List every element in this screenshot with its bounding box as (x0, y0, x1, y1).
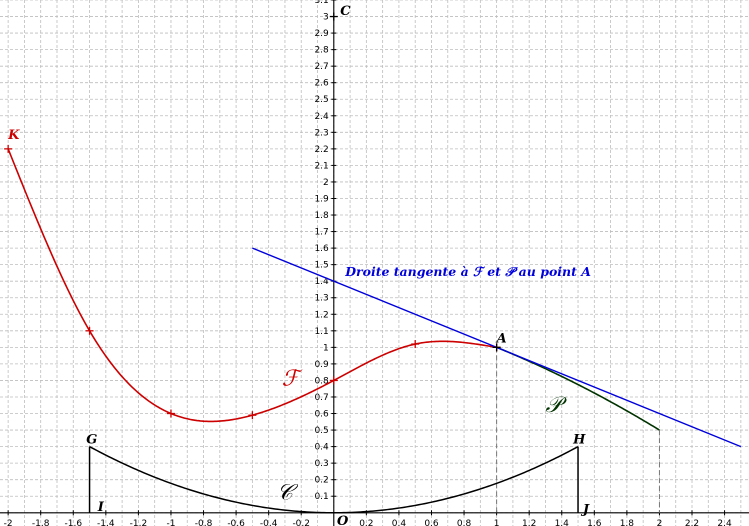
point-label-c: C (340, 4, 351, 19)
point-label-g: G (86, 432, 97, 447)
y-tick-label: 1.9 (314, 194, 329, 204)
y-tick-label: 0.1 (314, 492, 328, 502)
x-tick-label: -0.8 (195, 519, 213, 526)
point-label-j: J (580, 503, 590, 518)
curve-c (89, 445, 579, 514)
x-tick-label: 1.6 (587, 519, 602, 526)
x-tick-label: 2.2 (685, 519, 699, 526)
point-label-h: H (572, 432, 586, 447)
y-tick-label: 2.4 (314, 112, 329, 122)
point-marks (4, 12, 501, 420)
y-tick-label: 1 (323, 343, 329, 353)
y-tick-label: 2.2 (314, 145, 328, 155)
point-label-k: K (7, 128, 20, 143)
y-tick-label: 0.4 (314, 443, 329, 453)
y-tick-label: 2.5 (314, 95, 328, 105)
tangent-line-label: Droite tangente à ℱ et 𝒫 au point A (344, 264, 591, 279)
x-tick-label: 1.4 (555, 519, 570, 526)
y-tick-label: 1.3 (314, 294, 328, 304)
x-tick-label: -2 (4, 519, 13, 526)
x-tick-label: 0.6 (424, 519, 439, 526)
y-tick-label: 0.6 (314, 410, 329, 420)
y-tick-label: 2.8 (314, 46, 329, 56)
x-tick-label: 2.4 (717, 519, 732, 526)
y-tick-label: 1.8 (314, 211, 329, 221)
tick-labels: -2 -1.8 -1.6 -1.4 -1.2 -1 -0.8 -0.6 -0.4 -0.2 0.2 0… (4, 0, 732, 526)
y-tick-label: 2.6 (314, 79, 329, 89)
y-tick-label: 2.9 (314, 29, 329, 39)
x-tick-label: -0.2 (292, 519, 310, 526)
y-tick-label: 2.1 (314, 161, 328, 171)
curve-c-label: 𝒞 (277, 481, 299, 506)
x-tick-label: -1 (166, 519, 175, 526)
y-tick-label: 0.5 (314, 426, 328, 436)
point-label-i: I (97, 500, 105, 515)
y-tick-label: 0.9 (314, 360, 329, 370)
y-tick-label: 1.7 (314, 228, 328, 238)
curve-p-label: 𝒫 (545, 393, 567, 418)
y-tick-label: 1.6 (314, 244, 329, 254)
x-tick-label: 0.4 (392, 519, 407, 526)
x-tick-label: -0.6 (227, 519, 245, 526)
y-tick-label: 1.5 (314, 261, 328, 271)
y-tick-label: 1.4 (314, 277, 329, 287)
y-tick-label: 1.2 (314, 310, 328, 320)
x-tick-label: 2 (657, 519, 663, 526)
y-tick-label: 2.3 (314, 128, 328, 138)
labels: Droite tangente à ℱ et 𝒫 au point A ℱ 𝒫 … (7, 4, 591, 526)
x-tick-label: 0.8 (457, 519, 472, 526)
y-tick-label: 0.7 (314, 393, 328, 403)
x-tick-label: -0.4 (260, 519, 278, 526)
x-tick-label: 1 (494, 519, 500, 526)
x-tick-label: 1.8 (620, 519, 635, 526)
x-tick-label: -1.4 (97, 519, 115, 526)
y-tick-label: 2 (323, 178, 329, 188)
x-tick-label: -1.6 (64, 519, 82, 526)
y-tick-label: 1.1 (314, 327, 328, 337)
x-tick-label: 0.2 (359, 519, 373, 526)
guide-lines (496, 347, 660, 513)
y-tick-label: 0.8 (314, 376, 329, 386)
point-label-a: A (495, 331, 507, 346)
x-tick-label: 1.2 (522, 519, 536, 526)
x-tick-label: -1.2 (130, 519, 148, 526)
y-tick-label: 0.3 (314, 459, 328, 469)
x-tick-label: -1.8 (32, 519, 50, 526)
y-tick-label: 0.2 (314, 476, 328, 486)
y-tick-label: 3.1 (314, 0, 328, 6)
point-label-o: O (337, 514, 349, 526)
y-tick-label: 2.7 (314, 62, 328, 72)
y-tick-label: 3 (323, 13, 329, 23)
curve-f-label: ℱ (282, 366, 303, 391)
